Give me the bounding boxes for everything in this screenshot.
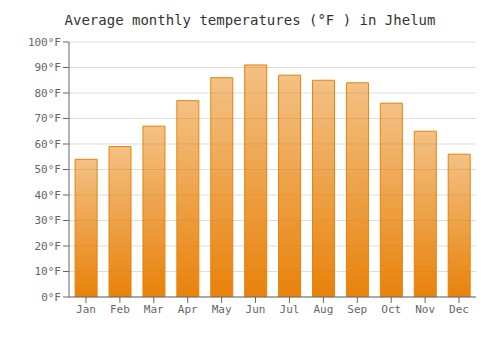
- svg-text:May: May: [212, 303, 232, 316]
- html-text:Average monthly temperatures (: Average monthly temperatures (°F ) in Jh…: [64, 12, 436, 28]
- svg-text:0°F: 0°F: [41, 291, 61, 304]
- svg-text:Jun: Jun: [246, 303, 266, 316]
- svg-text:Mar: Mar: [144, 303, 164, 316]
- svg-text:Jan: Jan: [76, 303, 96, 316]
- svg-text:50°F: 50°F: [35, 163, 62, 176]
- svg-text:Dec: Dec: [449, 303, 469, 316]
- svg-text:Oct: Oct: [381, 303, 401, 316]
- svg-text:60°F: 60°F: [35, 138, 62, 151]
- svg-text:Feb: Feb: [110, 303, 130, 316]
- svg-text:20°F: 20°F: [35, 240, 62, 253]
- svg-text:Aug: Aug: [313, 303, 333, 316]
- svg-text:Nov: Nov: [415, 303, 435, 316]
- svg-text:Sep: Sep: [347, 303, 367, 316]
- svg-text:Apr: Apr: [178, 303, 198, 316]
- svg-text:80°F: 80°F: [35, 87, 62, 100]
- svg-text:Jul: Jul: [280, 303, 300, 316]
- svg-text:70°F: 70°F: [35, 112, 62, 125]
- svg-text:10°F: 10°F: [35, 265, 62, 278]
- svg-text:90°F: 90°F: [35, 61, 62, 74]
- svg-text:100°F: 100°F: [28, 36, 61, 49]
- svg-text:40°F: 40°F: [35, 189, 62, 202]
- svg-text:30°F: 30°F: [35, 214, 62, 227]
